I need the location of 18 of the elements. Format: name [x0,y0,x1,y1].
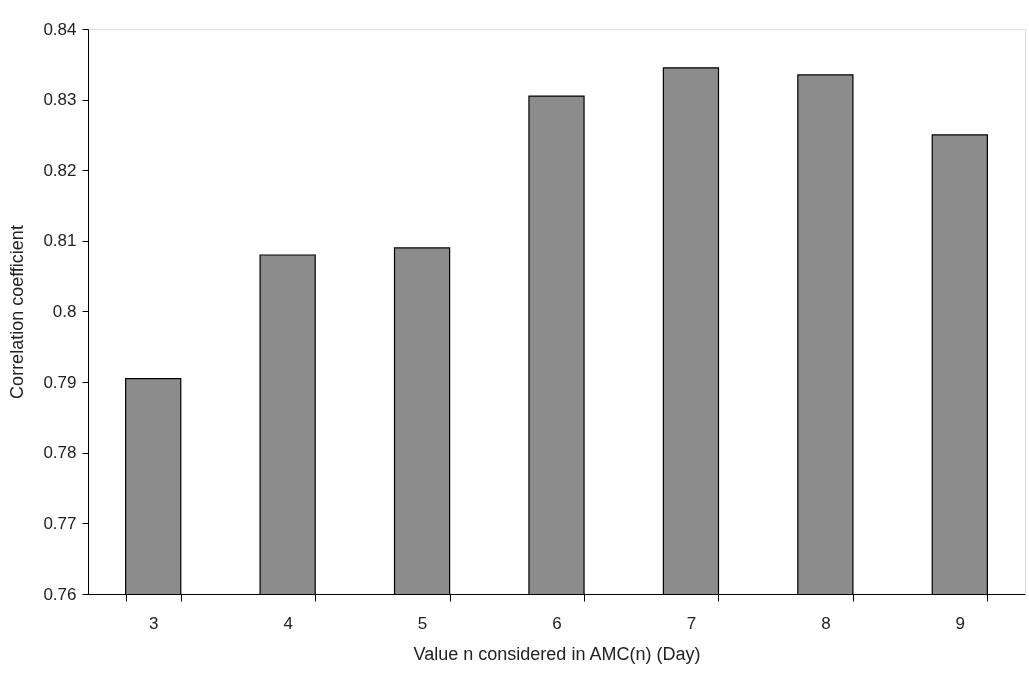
x-tick-label: 9 [955,613,966,633]
y-tick-label: 0.77 [43,513,77,533]
x-tick-label: 7 [686,613,697,633]
y-tick-label: 0.79 [43,372,77,392]
y-tick-label: 0.81 [43,231,77,251]
x-axis-title: Value n considered in AMC(n) (Day) [413,643,701,664]
y-tick-label: 0.84 [43,19,77,39]
y-tick-label: 0.76 [43,584,77,604]
x-tick-label: 6 [552,613,562,633]
x-tick-label: 3 [148,613,159,633]
y-tick-label: 0.82 [43,160,77,180]
y-tick-label: 0.83 [43,90,77,110]
y-axis-title: Correlation coefficient [7,225,28,399]
x-tick-label: 8 [821,613,831,633]
x-tick-label: 5 [417,613,428,633]
y-tick-label: 0.78 [43,443,77,463]
y-tick-label: 0.8 [52,302,77,321]
x-tick-label: 4 [283,613,293,633]
